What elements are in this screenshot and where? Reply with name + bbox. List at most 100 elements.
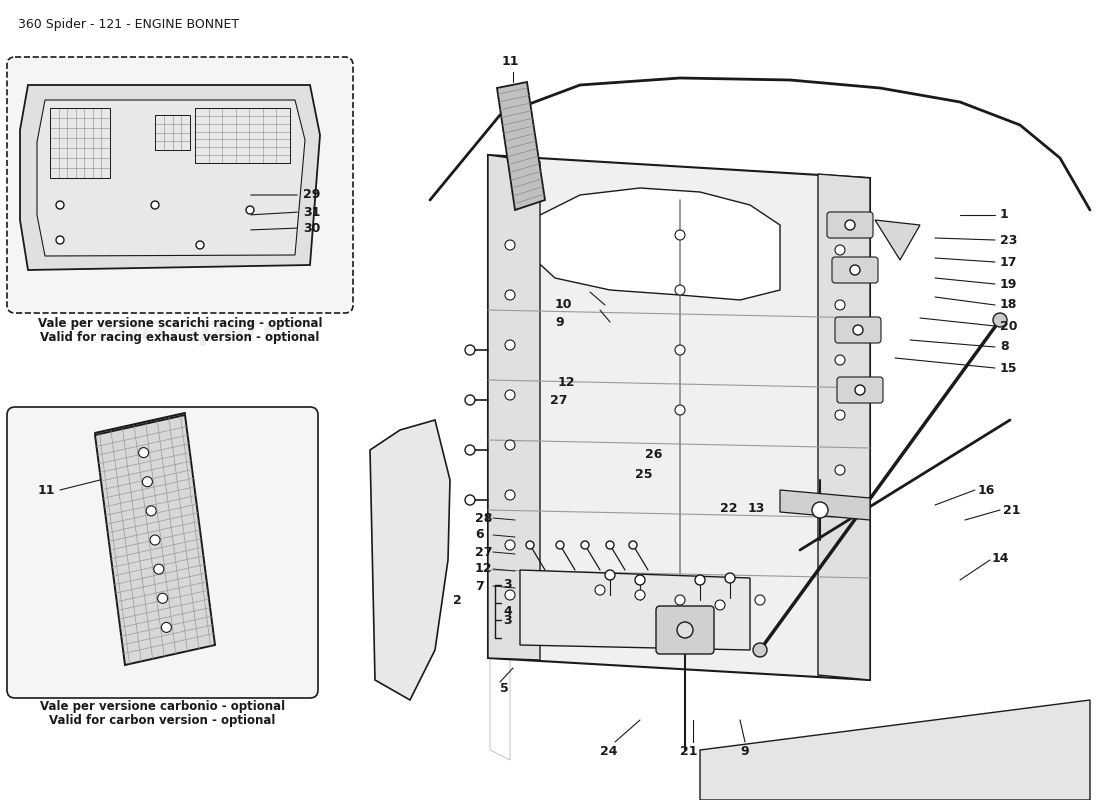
Circle shape <box>505 390 515 400</box>
Circle shape <box>993 313 1007 327</box>
Circle shape <box>505 340 515 350</box>
Circle shape <box>526 541 534 549</box>
Text: eurospares: eurospares <box>594 603 805 637</box>
Text: Valid for racing exhaust version - optional: Valid for racing exhaust version - optio… <box>41 331 320 344</box>
Text: 11: 11 <box>502 55 519 68</box>
Text: 22: 22 <box>720 502 737 514</box>
Circle shape <box>505 290 515 300</box>
Text: 10: 10 <box>556 298 572 311</box>
Text: 20: 20 <box>1000 319 1018 333</box>
Text: 29: 29 <box>302 189 320 202</box>
Circle shape <box>635 575 645 585</box>
Text: 3: 3 <box>503 614 512 626</box>
Circle shape <box>715 600 725 610</box>
Circle shape <box>629 541 637 549</box>
Circle shape <box>505 590 515 600</box>
Polygon shape <box>530 188 780 300</box>
Text: 27: 27 <box>475 546 493 558</box>
Text: Vale per versione scarichi racing - optional: Vale per versione scarichi racing - opti… <box>37 317 322 330</box>
Text: 9: 9 <box>740 745 749 758</box>
Circle shape <box>151 201 160 209</box>
Text: 9: 9 <box>556 315 563 329</box>
Polygon shape <box>520 570 750 650</box>
Circle shape <box>162 622 172 632</box>
Text: 21: 21 <box>680 745 697 758</box>
Circle shape <box>505 490 515 500</box>
Polygon shape <box>488 155 540 660</box>
Circle shape <box>835 355 845 365</box>
Circle shape <box>676 622 693 638</box>
Circle shape <box>675 595 685 605</box>
Text: 25: 25 <box>635 469 652 482</box>
Circle shape <box>465 345 475 355</box>
Polygon shape <box>20 85 320 270</box>
Text: 13: 13 <box>748 502 766 514</box>
Text: 30: 30 <box>302 222 320 234</box>
Polygon shape <box>37 100 305 256</box>
Text: 8: 8 <box>1000 341 1009 354</box>
Circle shape <box>56 236 64 244</box>
Circle shape <box>505 440 515 450</box>
Text: 12: 12 <box>475 562 493 575</box>
Text: 12: 12 <box>558 377 575 390</box>
Text: 19: 19 <box>1000 278 1018 290</box>
Polygon shape <box>497 82 544 210</box>
Text: 360 Spider - 121 - ENGINE BONNET: 360 Spider - 121 - ENGINE BONNET <box>18 18 239 31</box>
Circle shape <box>835 465 845 475</box>
Text: eurospares: eurospares <box>95 314 306 346</box>
Circle shape <box>595 585 605 595</box>
Text: Valid for carbon version - optional: Valid for carbon version - optional <box>50 714 276 727</box>
Polygon shape <box>370 420 450 700</box>
Circle shape <box>196 241 204 249</box>
Circle shape <box>465 495 475 505</box>
Circle shape <box>146 506 156 516</box>
Circle shape <box>812 502 828 518</box>
Text: 5: 5 <box>500 682 508 694</box>
Circle shape <box>675 285 685 295</box>
Circle shape <box>142 477 153 486</box>
Text: Vale per versione carbonio - optional: Vale per versione carbonio - optional <box>40 700 285 713</box>
Text: 18: 18 <box>1000 298 1018 311</box>
Circle shape <box>465 395 475 405</box>
Circle shape <box>845 220 855 230</box>
Text: 23: 23 <box>1000 234 1018 246</box>
Text: 15: 15 <box>1000 362 1018 374</box>
Circle shape <box>850 265 860 275</box>
Circle shape <box>755 595 764 605</box>
Text: 11: 11 <box>39 483 55 497</box>
Circle shape <box>635 590 645 600</box>
Text: 17: 17 <box>1000 255 1018 269</box>
Text: 16: 16 <box>978 483 996 497</box>
Text: eurospares: eurospares <box>594 414 805 446</box>
FancyBboxPatch shape <box>827 212 873 238</box>
Text: 14: 14 <box>992 551 1010 565</box>
FancyBboxPatch shape <box>837 377 883 403</box>
Circle shape <box>725 573 735 583</box>
Polygon shape <box>780 490 870 520</box>
FancyBboxPatch shape <box>7 407 318 698</box>
Text: 21: 21 <box>1003 503 1021 517</box>
Circle shape <box>139 448 148 458</box>
Circle shape <box>835 300 845 310</box>
Text: 27: 27 <box>550 394 568 406</box>
Circle shape <box>157 594 167 603</box>
Text: 3: 3 <box>503 578 512 591</box>
FancyBboxPatch shape <box>835 317 881 343</box>
Polygon shape <box>700 700 1090 800</box>
Text: 7: 7 <box>475 579 484 593</box>
Polygon shape <box>874 220 920 260</box>
Polygon shape <box>95 415 214 665</box>
Circle shape <box>154 564 164 574</box>
Circle shape <box>852 325 864 335</box>
Text: 24: 24 <box>600 745 617 758</box>
Circle shape <box>605 570 615 580</box>
Circle shape <box>695 575 705 585</box>
Text: 1: 1 <box>1000 209 1009 222</box>
Circle shape <box>581 541 589 549</box>
Text: 26: 26 <box>645 449 662 462</box>
Circle shape <box>835 410 845 420</box>
Circle shape <box>246 206 254 214</box>
Circle shape <box>606 541 614 549</box>
Circle shape <box>505 240 515 250</box>
Text: 28: 28 <box>475 511 493 525</box>
